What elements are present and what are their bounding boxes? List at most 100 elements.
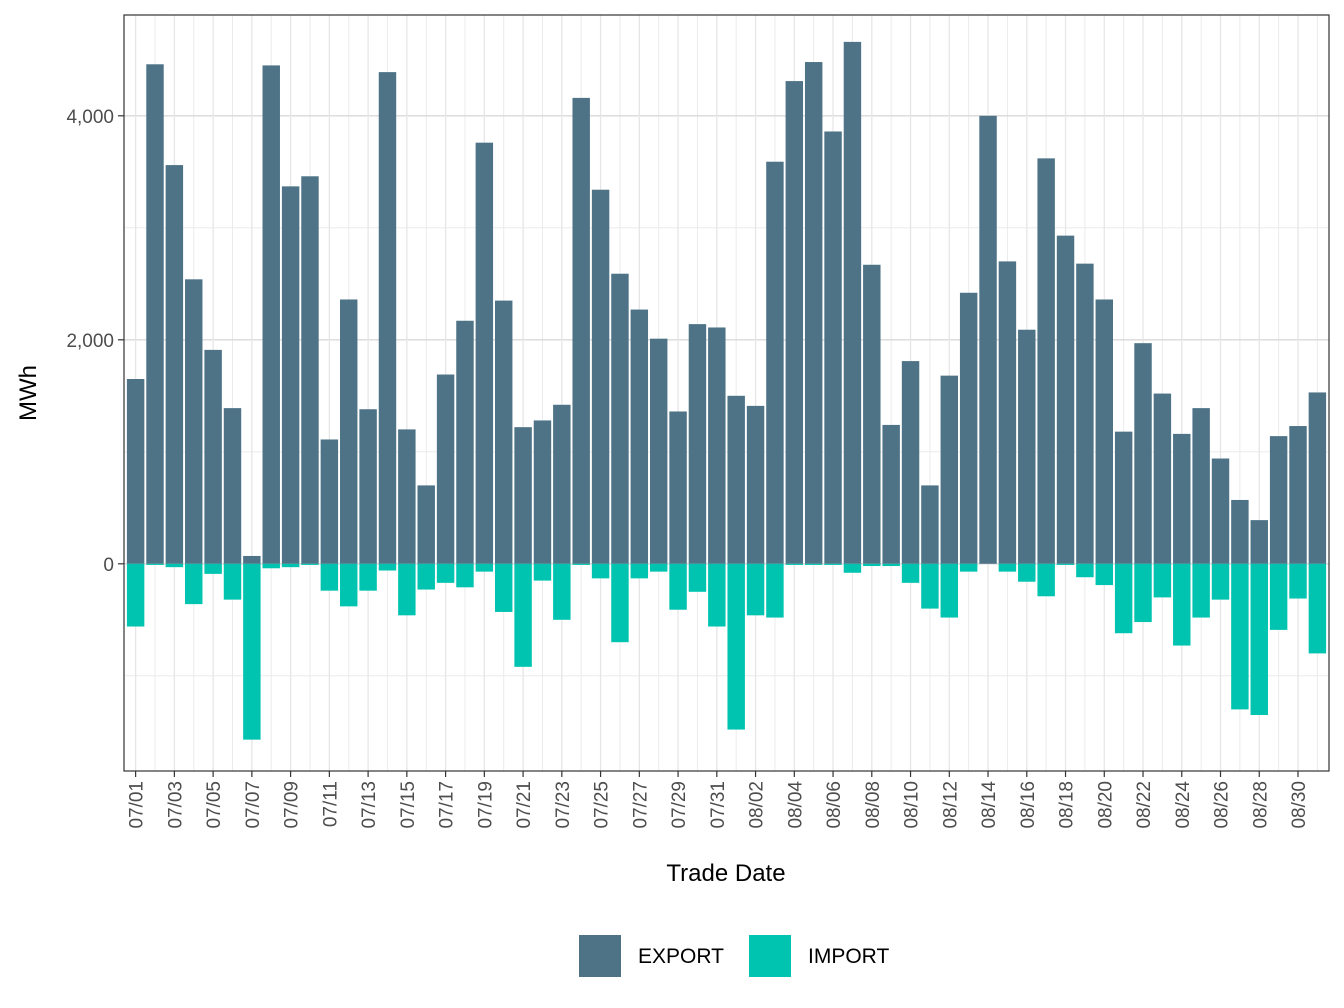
bar-export-08-30: [1289, 426, 1307, 564]
x-tick-label: 08/02: [747, 781, 768, 829]
bar-import-07-29: [669, 563, 687, 610]
x-tick-label: 07/19: [475, 781, 496, 829]
bar-import-08-25: [1192, 563, 1210, 618]
x-tick-label: 07/23: [553, 781, 574, 829]
bar-export-07-15: [398, 429, 416, 564]
x-tick-label: 08/26: [1212, 781, 1233, 829]
x-tick-label: 07/11: [320, 781, 341, 827]
bar-export-07-01: [126, 379, 145, 564]
bar-export-08-19: [1076, 263, 1094, 564]
bar-import-08-15: [998, 563, 1017, 572]
y-tick-label: 4,000: [66, 107, 114, 128]
bar-export-08-04: [785, 81, 804, 564]
bar-export-08-10: [901, 361, 920, 564]
x-tick-label: 08/20: [1095, 781, 1116, 829]
bar-import-08-22: [1134, 563, 1152, 623]
x-tick-label: 07/31: [708, 781, 729, 829]
bar-import-08-16: [1018, 563, 1036, 582]
bar-import-08-03: [766, 563, 784, 618]
bar-export-08-09: [882, 424, 900, 564]
bar-export-08-27: [1231, 499, 1249, 564]
panel-border: [123, 14, 1330, 772]
bar-import-07-24: [572, 563, 590, 565]
bar-export-08-20: [1095, 299, 1113, 564]
x-axis: 07/01 07/03 07/05 07/07 07/09 07/11 07/13 07/15…: [127, 771, 1310, 829]
x-tick-label: 08/10: [902, 781, 923, 829]
bar-export-08-03: [766, 161, 784, 564]
bar-import-08-11: [921, 563, 939, 609]
bar-import-08-29: [1269, 563, 1288, 630]
bar-import-08-31: [1308, 563, 1327, 654]
legend-swatch-export: [579, 935, 621, 977]
bar-import-07-05: [204, 563, 222, 574]
x-tick-label: 07/05: [204, 781, 225, 829]
bar-export-07-03: [165, 165, 184, 564]
x-tick-label: 07/27: [630, 781, 651, 829]
panel-background: [124, 15, 1329, 771]
x-tick-label: 08/16: [1018, 781, 1039, 829]
x-tick-label: 08/18: [1057, 781, 1078, 829]
bar-import-07-23: [553, 563, 571, 620]
bar-export-08-29: [1269, 436, 1288, 564]
legend-swatch-import: [749, 935, 791, 977]
bar-export-07-21: [514, 427, 532, 564]
bar-import-08-10: [901, 563, 920, 583]
bar-import-08-12: [940, 563, 959, 618]
bar-export-07-02: [146, 64, 164, 564]
x-tick-label: 07/03: [165, 781, 186, 829]
bar-import-08-18: [1056, 563, 1075, 565]
x-tick-label: 08/06: [824, 781, 845, 829]
bar-export-08-12: [940, 375, 959, 564]
bar-import-07-16: [417, 563, 435, 590]
bar-export-07-29: [669, 411, 687, 564]
bar-export-08-28: [1250, 520, 1268, 564]
bar-import-07-06: [223, 563, 242, 600]
legend: EXPORT IMPORT: [579, 935, 889, 977]
bar-import-08-28: [1250, 563, 1268, 715]
x-tick-label: 08/12: [940, 781, 961, 829]
bar-export-07-27: [630, 309, 649, 564]
x-tick-label: 08/24: [1173, 781, 1194, 829]
bar-export-07-07: [243, 555, 261, 564]
bar-import-07-13: [359, 563, 377, 591]
bar-import-08-09: [882, 563, 900, 567]
bar-import-08-06: [824, 563, 842, 565]
bar-import-07-18: [456, 563, 474, 588]
bar-export-08-01: [727, 395, 745, 564]
bar-export-08-08: [863, 264, 881, 564]
bar-export-07-26: [611, 273, 629, 564]
bar-import-08-05: [804, 563, 823, 565]
bar-import-07-14: [378, 563, 397, 571]
bar-export-08-24: [1173, 433, 1191, 564]
legend-label-export: EXPORT: [638, 945, 724, 968]
bar-export-08-05: [804, 62, 823, 564]
bars: [126, 41, 1327, 740]
bar-import-07-02: [146, 563, 164, 565]
bar-export-07-06: [223, 408, 242, 564]
bar-import-07-17: [436, 563, 455, 583]
x-axis-title: Trade Date: [666, 860, 785, 887]
bar-export-07-04: [185, 279, 203, 564]
bar-export-07-17: [436, 374, 455, 564]
bar-import-07-04: [185, 563, 203, 605]
x-tick-label: 08/08: [863, 781, 884, 829]
y-tick-label: 0: [103, 555, 114, 576]
bar-import-07-11: [320, 563, 339, 591]
bar-import-07-27: [630, 563, 649, 579]
bar-import-08-13: [959, 563, 978, 572]
bar-import-07-19: [475, 563, 494, 572]
y-axis-title: MWh: [15, 365, 42, 421]
bar-import-07-25: [591, 563, 610, 579]
bar-import-08-04: [785, 563, 804, 565]
y-tick-label: 2,000: [66, 331, 114, 352]
bar-export-07-20: [494, 300, 513, 564]
bar-export-07-05: [204, 349, 222, 564]
bar-export-08-25: [1192, 408, 1210, 564]
x-tick-label: 07/13: [359, 781, 380, 829]
x-tick-label: 08/04: [785, 781, 806, 829]
bar-import-08-26: [1211, 563, 1230, 600]
bar-export-08-22: [1134, 343, 1152, 564]
bar-export-08-18: [1056, 235, 1075, 564]
legend-label-import: IMPORT: [808, 945, 889, 968]
bar-export-07-12: [340, 299, 358, 564]
